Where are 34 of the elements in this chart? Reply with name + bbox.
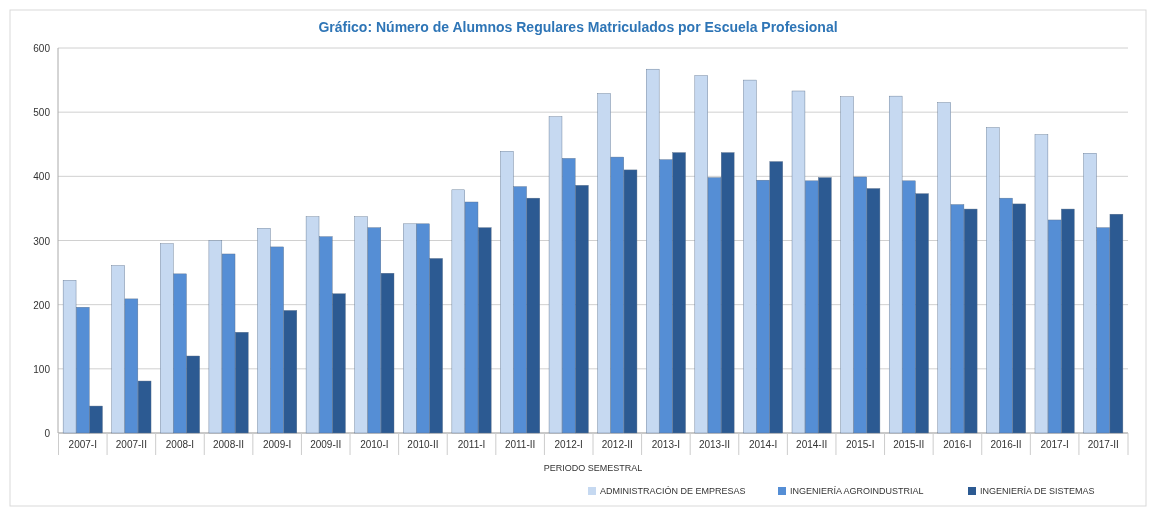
x-tick-label: 2007-II [115, 439, 147, 450]
x-tick-label: 2016-II [990, 439, 1022, 450]
x-tick-label: 2008-II [212, 439, 245, 450]
x-tick-label: 2017-II [1087, 439, 1119, 450]
x-tick-label: 2010-I [360, 439, 389, 450]
x-tick-label: 2013-II [698, 439, 731, 450]
x-tick-label: 2007-I [68, 439, 97, 450]
x-tick-label: 2009-II [310, 439, 342, 450]
x-tick-label: 2010-II [407, 439, 439, 450]
legend-label: INGENIERÍA DE SISTEMAS [980, 486, 1095, 496]
y-tick-label: 100 [33, 363, 51, 375]
y-tick-label: 500 [33, 107, 51, 119]
y-tick-label: 200 [33, 299, 51, 311]
x-tick-label: 2015-I [846, 439, 875, 450]
x-tick-label: 2012-II [601, 439, 633, 450]
legend-label: INGENIERÍA AGROINDUSTRIAL [790, 486, 924, 496]
x-tick-label: 2016-I [943, 439, 972, 450]
x-tick-label: 2017-I [1040, 439, 1069, 450]
x-axis-title: PERIODO SEMESTRAL [543, 463, 643, 473]
x-tick-label: 2015-II [893, 439, 925, 450]
y-tick-label: 600 [33, 43, 51, 54]
x-tick-label: 2013-I [651, 439, 681, 450]
x-tick-label: 2014-II [796, 439, 828, 450]
y-tick-label: 400 [33, 171, 51, 183]
y-tick-label: 300 [33, 235, 51, 247]
x-tick-label: 2009-I [262, 439, 292, 450]
x-tick-label: 2014-I [748, 439, 778, 450]
legend-label: ADMINISTRACIÓN DE EMPRESAS [600, 486, 746, 496]
x-tick-label: 2011-I [457, 439, 486, 450]
x-tick-label: 2012-I [554, 439, 583, 450]
x-tick-label: 2011-II [504, 439, 536, 450]
chart-title: Gráfico: Número de Alumnos Regulares Matriculados por Escuela Profesional [318, 19, 838, 35]
y-tick-label: 0 [44, 428, 51, 439]
x-tick-label: 2008-I [165, 439, 195, 450]
